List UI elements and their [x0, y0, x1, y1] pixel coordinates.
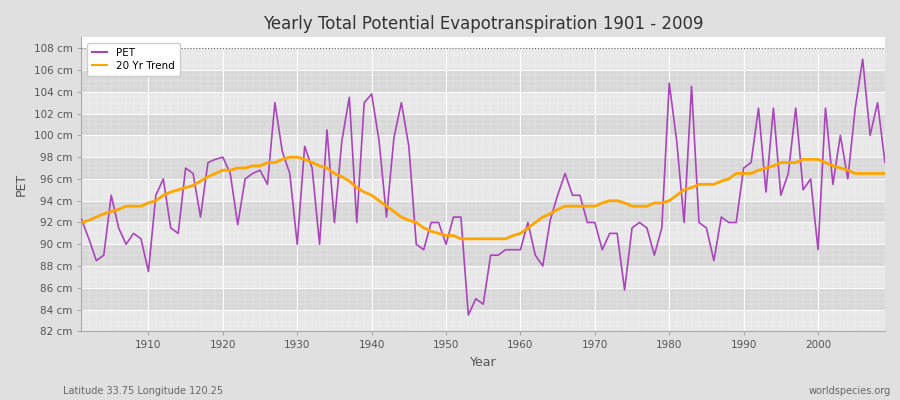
Text: Latitude 33.75 Longitude 120.25: Latitude 33.75 Longitude 120.25: [63, 386, 223, 396]
Bar: [82, 135, 885, 157]
X-axis label: Year: Year: [470, 356, 497, 369]
Bar: [82, 244, 885, 266]
Title: Yearly Total Potential Evapotranspiration 1901 - 2009: Yearly Total Potential Evapotranspiratio…: [263, 15, 704, 33]
Text: worldspecies.org: worldspecies.org: [809, 386, 891, 396]
Bar: [82, 222, 885, 244]
Legend: PET, 20 Yr Trend: PET, 20 Yr Trend: [86, 42, 180, 76]
Bar: [82, 201, 885, 222]
Bar: [82, 179, 885, 201]
Y-axis label: PET: PET: [15, 173, 28, 196]
Bar: [82, 48, 885, 70]
Bar: [82, 310, 885, 332]
Bar: [82, 288, 885, 310]
Bar: [82, 157, 885, 179]
Bar: [82, 70, 885, 92]
Bar: [82, 114, 885, 135]
Bar: [82, 92, 885, 114]
Bar: [82, 266, 885, 288]
